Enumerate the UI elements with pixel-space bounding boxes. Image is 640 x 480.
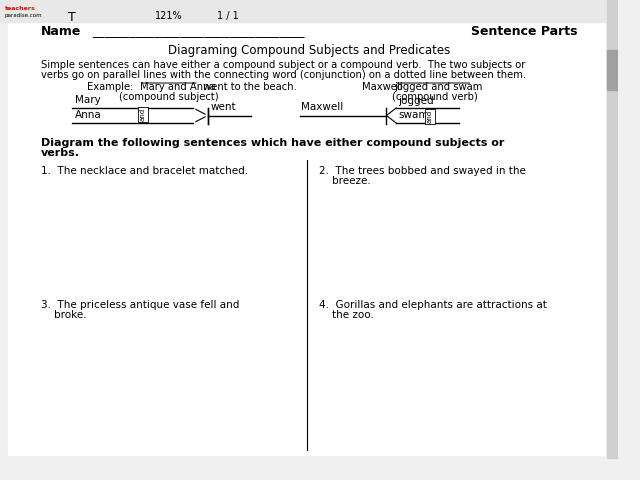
Text: paradise.com: paradise.com <box>5 13 42 18</box>
Text: Maxwell: Maxwell <box>362 82 406 92</box>
Text: went: went <box>211 103 236 112</box>
Text: Diagraming Compound Subjects and Predicates: Diagraming Compound Subjects and Predica… <box>168 44 451 57</box>
Text: 1.  The necklace and bracelet matched.: 1. The necklace and bracelet matched. <box>40 166 248 176</box>
Text: Mary and Anna: Mary and Anna <box>140 82 216 92</box>
Text: verbs go on parallel lines with the connecting word (conjunction) on a dotted li: verbs go on parallel lines with the conn… <box>40 70 525 80</box>
Text: and: and <box>140 108 146 121</box>
Bar <box>138 107 148 122</box>
Bar <box>0 0 618 22</box>
Text: Sentence Parts: Sentence Parts <box>471 25 578 38</box>
Text: Mary: Mary <box>76 95 101 105</box>
Text: 4.  Gorillas and elephants are attractions at: 4. Gorillas and elephants are attraction… <box>319 300 547 310</box>
Text: Diagram the following sentences which have either compound subjects or: Diagram the following sentences which ha… <box>40 138 504 148</box>
Text: T: T <box>68 11 76 24</box>
Text: (compound verb): (compound verb) <box>392 92 477 102</box>
Text: broke.: broke. <box>40 310 86 320</box>
Text: 1 / 1: 1 / 1 <box>218 11 239 21</box>
Text: and: and <box>427 109 433 122</box>
Text: Simple sentences can have either a compound subject or a compound verb.  The two: Simple sentences can have either a compo… <box>40 60 525 70</box>
Text: verbs.: verbs. <box>40 148 79 158</box>
Bar <box>607 0 618 458</box>
Text: 121%: 121% <box>155 11 182 21</box>
Text: Anna: Anna <box>76 110 102 120</box>
Text: 2.  The trees bobbed and swayed in the: 2. The trees bobbed and swayed in the <box>319 166 525 176</box>
Text: 3.  The priceless antique vase fell and: 3. The priceless antique vase fell and <box>40 300 239 310</box>
Text: Name: Name <box>40 25 81 38</box>
Bar <box>425 108 435 123</box>
Text: __________________________________: __________________________________ <box>92 25 304 38</box>
Text: went to the beach.: went to the beach. <box>200 82 297 92</box>
Bar <box>607 50 618 90</box>
Text: teachers: teachers <box>5 6 36 11</box>
Text: breeze.: breeze. <box>319 176 371 186</box>
Text: (compound subject): (compound subject) <box>119 92 219 102</box>
Text: swam: swam <box>398 109 429 120</box>
Text: the zoo.: the zoo. <box>319 310 374 320</box>
Text: Example:: Example: <box>87 82 133 92</box>
Text: jogged: jogged <box>398 96 434 106</box>
Text: Maxwell: Maxwell <box>301 103 344 112</box>
Text: jogged and swam: jogged and swam <box>394 82 483 92</box>
Text: .: . <box>474 82 477 92</box>
